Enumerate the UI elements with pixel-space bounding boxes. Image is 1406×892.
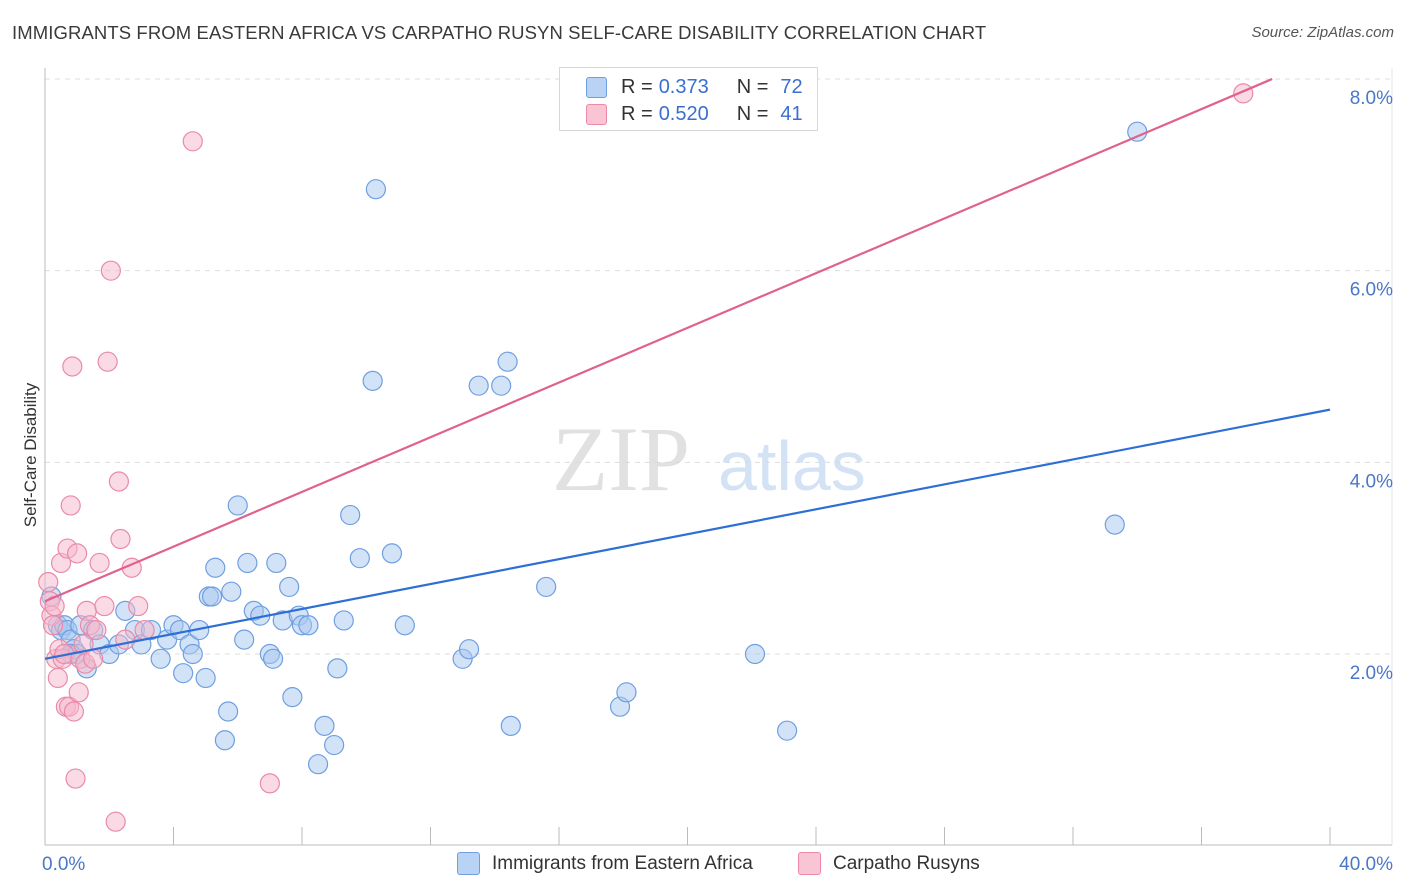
point-eastern-africa (536, 576, 557, 598)
series-eastern-africa-points (41, 121, 1148, 775)
point-carpatho-rusyn (100, 260, 121, 281)
point-eastern-africa (333, 610, 354, 631)
y-tick-label: 4.0% (1350, 471, 1393, 492)
bottom-legend-swatch-pink (798, 852, 821, 875)
bottom-legend-swatch-blue (457, 852, 480, 875)
point-eastern-africa (394, 615, 415, 636)
legend-r-value: 0.520 (658, 102, 709, 125)
point-eastern-africa (365, 179, 386, 200)
point-eastern-africa (491, 375, 512, 396)
point-eastern-africa (298, 615, 319, 636)
point-carpatho-rusyn (97, 351, 118, 372)
legend-n-label: N = (736, 102, 769, 125)
point-carpatho-rusyn (89, 552, 110, 574)
point-eastern-africa (262, 648, 284, 669)
point-carpatho-rusyn (62, 356, 83, 377)
legend-r-value: 0.373 (658, 75, 709, 98)
legend-r-label: R = (621, 102, 653, 125)
point-eastern-africa (616, 682, 637, 703)
source-label: Source: ZipAtlas.com (1251, 24, 1394, 41)
bottom-legend-label: Immigrants from Eastern Africa (492, 852, 753, 874)
point-carpatho-rusyn (110, 528, 131, 550)
tick-labels: 2.0% 4.0% 6.0% 8.0% 0.0% 40.0% (42, 88, 1393, 875)
point-eastern-africa (218, 701, 239, 722)
y-tick-label: 2.0% (1350, 663, 1393, 684)
y-tick-label: 6.0% (1350, 280, 1393, 301)
bottom-legend-carpatho-rusyn: Carpatho Rusyns (798, 852, 980, 875)
point-eastern-africa (468, 375, 489, 396)
point-eastern-africa (500, 715, 521, 736)
chart-title: IMMIGRANTS FROM EASTERN AFRICA VS CARPAT… (12, 22, 987, 43)
point-eastern-africa (182, 643, 203, 665)
point-carpatho-rusyn (67, 543, 88, 564)
point-eastern-africa (266, 552, 287, 574)
point-carpatho-rusyn (60, 495, 81, 516)
point-carpatho-rusyn (68, 682, 89, 703)
point-eastern-africa (195, 667, 216, 689)
point-eastern-africa (205, 557, 226, 578)
point-eastern-africa (497, 351, 518, 372)
point-eastern-africa (234, 629, 255, 650)
point-carpatho-rusyn (47, 667, 68, 689)
point-carpatho-rusyn (42, 615, 64, 636)
point-carpatho-rusyn (38, 572, 59, 593)
point-carpatho-rusyn (108, 471, 129, 492)
point-eastern-africa (282, 687, 303, 708)
point-carpatho-rusyn (128, 595, 149, 617)
point-eastern-africa (362, 370, 383, 391)
point-eastern-africa (214, 730, 235, 751)
stats-legend: R = 0.373 N = 72 R = 0.520 N = 41 (559, 67, 818, 131)
legend-swatch-pink (586, 103, 607, 125)
bottom-legend-eastern-africa: Immigrants from Eastern Africa (457, 852, 753, 875)
point-eastern-africa (307, 754, 329, 775)
point-eastern-africa (173, 663, 194, 684)
legend-row-eastern-africa: R = 0.373 N = 72 (586, 74, 803, 100)
legend-r-label: R = (621, 75, 653, 98)
point-eastern-africa (349, 548, 370, 569)
point-eastern-africa (327, 658, 348, 679)
point-eastern-africa (324, 734, 345, 756)
axes (44, 68, 1393, 846)
point-carpatho-rusyn (86, 619, 107, 641)
point-eastern-africa (340, 504, 361, 526)
point-carpatho-rusyn (83, 648, 104, 669)
watermark-atlas: atlas (718, 427, 866, 505)
point-carpatho-rusyn (63, 701, 85, 722)
y-axis-label: Self-Care Disability (21, 382, 40, 527)
y-tick-label: 8.0% (1350, 88, 1393, 109)
point-carpatho-rusyn (259, 773, 280, 794)
point-eastern-africa (776, 720, 798, 741)
point-carpatho-rusyn (65, 768, 86, 789)
x-tick-label-max: 40.0% (1339, 854, 1393, 875)
point-eastern-africa (227, 495, 248, 516)
point-eastern-africa (150, 648, 171, 669)
trend-line-eastern-africa (44, 408, 1331, 660)
trend-line-carpatho-rusyn (44, 77, 1273, 603)
legend-swatch-blue (586, 76, 607, 98)
legend-n-label: N = (736, 75, 769, 98)
point-eastern-africa (201, 586, 223, 607)
point-eastern-africa (221, 581, 242, 602)
point-carpatho-rusyn (94, 595, 115, 617)
watermark-zip: ZIP (552, 408, 690, 510)
point-carpatho-rusyn (182, 131, 203, 152)
x-tick-label-min: 0.0% (42, 854, 85, 875)
point-eastern-africa (314, 715, 335, 736)
point-carpatho-rusyn (134, 619, 155, 641)
legend-n-value: 41 (780, 102, 803, 125)
point-eastern-africa (237, 552, 258, 574)
point-eastern-africa (744, 643, 766, 665)
point-eastern-africa (381, 543, 403, 564)
point-eastern-africa (1104, 514, 1125, 535)
point-eastern-africa (279, 576, 300, 598)
legend-n-value: 72 (780, 75, 803, 98)
point-carpatho-rusyn (105, 811, 126, 832)
bottom-legend-label: Carpatho Rusyns (833, 852, 980, 874)
legend-row-carpatho-rusyn: R = 0.520 N = 41 (586, 101, 803, 127)
point-carpatho-rusyn (115, 629, 136, 650)
point-eastern-africa (458, 639, 480, 660)
trend-lines (44, 77, 1331, 660)
